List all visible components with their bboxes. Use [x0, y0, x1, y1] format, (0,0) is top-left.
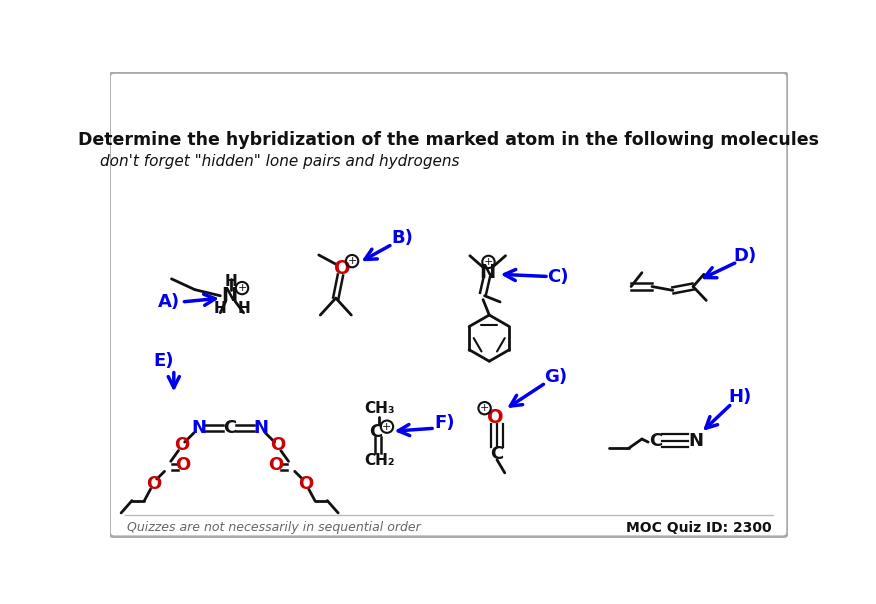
- Text: CH₃: CH₃: [364, 400, 394, 416]
- Text: +: +: [480, 403, 490, 413]
- Text: +: +: [382, 422, 392, 432]
- Text: O: O: [269, 456, 284, 474]
- Text: C: C: [370, 423, 383, 441]
- Text: O: O: [270, 436, 286, 454]
- Text: C: C: [223, 419, 237, 437]
- FancyBboxPatch shape: [110, 72, 788, 537]
- Text: G): G): [544, 368, 568, 385]
- Text: N: N: [479, 263, 495, 282]
- Text: O: O: [175, 456, 191, 474]
- Text: +: +: [348, 256, 357, 266]
- Text: D): D): [733, 247, 757, 265]
- Text: F): F): [434, 414, 456, 432]
- Text: +: +: [484, 257, 493, 267]
- Text: H: H: [214, 301, 227, 316]
- Text: N: N: [253, 419, 268, 437]
- Text: MOC Quiz ID: 2300: MOC Quiz ID: 2300: [625, 521, 772, 535]
- Text: don't forget "hidden" lone pairs and hydrogens: don't forget "hidden" lone pairs and hyd…: [100, 153, 460, 169]
- Text: O: O: [334, 259, 350, 278]
- Text: O: O: [146, 475, 161, 493]
- Text: A): A): [158, 293, 180, 311]
- Text: +: +: [237, 283, 247, 293]
- Text: Determine the hybridization of the marked atom in the following molecules: Determine the hybridization of the marke…: [79, 131, 819, 149]
- Text: B): B): [392, 229, 413, 247]
- Text: H): H): [728, 388, 752, 406]
- Text: O: O: [298, 475, 314, 493]
- Text: H: H: [237, 301, 250, 316]
- Text: N: N: [222, 286, 237, 305]
- Text: H: H: [225, 274, 237, 289]
- Text: E): E): [153, 352, 174, 370]
- Text: CH₂: CH₂: [364, 453, 394, 468]
- Text: C): C): [548, 268, 569, 286]
- Text: O: O: [174, 436, 189, 454]
- Text: C: C: [649, 431, 662, 449]
- Text: Quizzes are not necessarily in sequential order: Quizzes are not necessarily in sequentia…: [126, 521, 420, 534]
- Text: N: N: [689, 431, 703, 449]
- Text: N: N: [191, 419, 206, 437]
- Text: C: C: [491, 445, 504, 463]
- Text: O: O: [487, 408, 504, 427]
